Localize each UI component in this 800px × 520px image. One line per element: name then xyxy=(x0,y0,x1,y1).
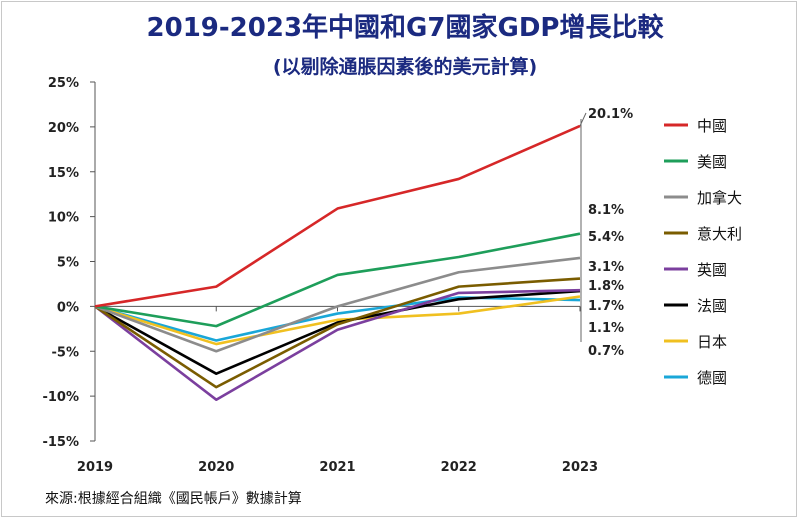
legend-label-德國: 德國 xyxy=(697,369,727,387)
legend-label-加拿大: 加拿大 xyxy=(697,189,742,207)
y-tick-label: 10% xyxy=(48,211,79,226)
legend-label-意大利: 意大利 xyxy=(697,225,742,243)
legend-label-美國: 美國 xyxy=(697,153,727,171)
y-tick-label: 0% xyxy=(57,300,79,315)
end-label: 5.4% xyxy=(588,230,624,245)
end-label: 8.1% xyxy=(588,203,624,218)
y-tick-label: -15% xyxy=(42,435,79,450)
x-tick-label: 2019 xyxy=(77,460,113,475)
y-tick-label: 5% xyxy=(57,256,79,271)
end-label: 1.8% xyxy=(588,279,624,294)
legend-label-日本: 日本 xyxy=(697,333,727,351)
y-tick-label: 25% xyxy=(48,76,79,91)
x-tick-label: 2022 xyxy=(441,460,477,475)
series-line-英國 xyxy=(94,288,581,402)
end-label: 3.1% xyxy=(588,260,624,275)
series-lines xyxy=(94,124,581,402)
end-label: 1.7% xyxy=(588,299,624,314)
chart-title: 2019-2023年中國和G7國家GDP增長比較 xyxy=(147,12,665,43)
end-labels: 20.1% 8.1% 5.4% 3.1% 1.8% 1.7% 1.1% 0.7% xyxy=(579,107,633,359)
series-line-中國 xyxy=(94,124,581,308)
y-tick-label: 15% xyxy=(48,166,79,181)
legend-label-英國: 英國 xyxy=(697,261,727,279)
legend-label-中國: 中國 xyxy=(697,117,727,135)
x-tick-label: 2021 xyxy=(319,460,355,475)
end-label: 0.7% xyxy=(588,344,624,359)
axes: 25% 20% 15% 10% 5% 0% -5% -10% -15% 2019 2020 2021 2… xyxy=(42,76,598,475)
y-tick-label: -10% xyxy=(42,390,79,405)
y-tick-label: 20% xyxy=(48,121,79,136)
source-note: 來源:根據經合組織《國民帳戶》數據計算 xyxy=(45,491,302,507)
series-line-加拿大 xyxy=(94,256,581,353)
series-line-意大利 xyxy=(94,277,581,389)
end-label: 1.1% xyxy=(588,321,624,336)
end-label: 20.1% xyxy=(588,107,633,122)
x-tick-label: 2023 xyxy=(562,460,598,475)
series-line-德國 xyxy=(94,296,581,342)
series-line-法國 xyxy=(94,289,581,375)
series-line-日本 xyxy=(94,295,581,346)
china-label-leader xyxy=(579,112,587,127)
legend-label-法國: 法國 xyxy=(697,297,727,315)
x-tick-label: 2020 xyxy=(198,460,234,475)
y-tick-label: -5% xyxy=(52,345,79,360)
chart-subtitle: (以剔除通脹因素後的美元計算) xyxy=(273,55,537,78)
series-line-美國 xyxy=(94,232,581,328)
